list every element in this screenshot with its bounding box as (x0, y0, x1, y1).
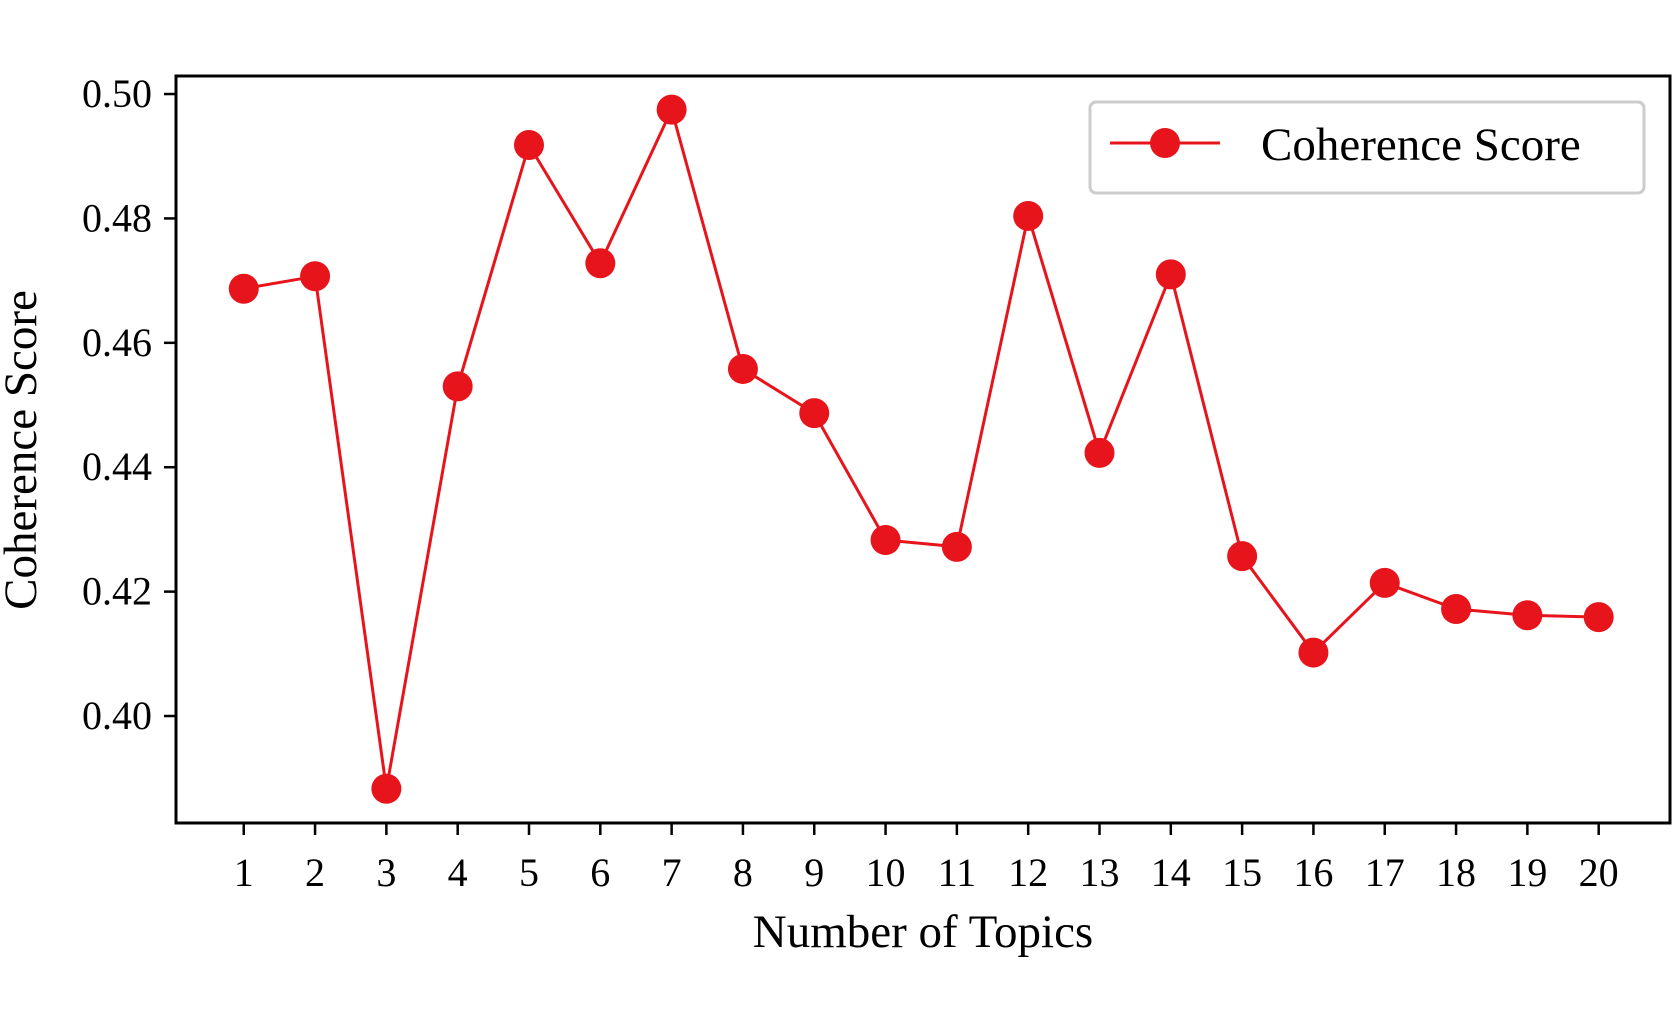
x-tick-label: 11 (938, 850, 977, 895)
data-point-marker (1369, 567, 1400, 598)
plot-area (174, 74, 1672, 825)
data-point-marker (228, 273, 259, 304)
legend-marker-swatch (1150, 128, 1180, 158)
series-layer (228, 94, 1614, 804)
y-tick-label: 0.42 (82, 569, 152, 614)
legend-box (1088, 100, 1646, 195)
y-tick-label: 0.46 (82, 320, 152, 365)
x-tick-label: 17 (1365, 850, 1405, 895)
data-point-marker (799, 398, 830, 429)
data-point-marker (727, 353, 758, 384)
x-axis-ticks: 1 2 3 4 5 6 7 8 9 10 11 12 13 14 15 16 17 18 19 20 (234, 823, 1619, 895)
data-point-marker (1155, 259, 1186, 290)
x-tick-label: 16 (1293, 850, 1333, 895)
x-tick-label: 2 (305, 850, 325, 895)
x-tick-label: 12 (1008, 850, 1048, 895)
y-tick-label: 0.44 (82, 444, 152, 489)
x-axis-label: Number of Topics (753, 906, 1093, 958)
y-tick-label: 0.50 (82, 71, 152, 116)
x-tick-label: 8 (733, 850, 753, 895)
data-point-marker (870, 524, 901, 555)
axes-frame (174, 74, 1672, 825)
y-axis-ticks: 0.40 0.42 0.44 0.46 0.48 0.50 (82, 71, 176, 738)
data-point-marker (1441, 594, 1472, 625)
x-tick-label: 7 (662, 850, 682, 895)
data-point-marker (1227, 541, 1258, 572)
data-point-marker (442, 371, 473, 402)
data-point-marker (656, 94, 687, 125)
series-line-coherence-score (243, 108, 1599, 791)
x-tick-label: 1 (234, 850, 254, 895)
x-tick-label: 9 (804, 850, 824, 895)
data-point-marker (371, 773, 402, 804)
data-point-marker (1013, 200, 1044, 231)
legend-entry-label: Coherence Score (1261, 119, 1581, 171)
y-axis-label: Coherence Score (0, 290, 47, 610)
x-tick-label: 6 (590, 850, 610, 895)
x-tick-label: 19 (1507, 850, 1547, 895)
x-tick-label: 10 (866, 850, 906, 895)
y-tick-label: 0.40 (82, 693, 152, 738)
x-tick-label: 3 (376, 850, 396, 895)
x-tick-label: 4 (448, 850, 468, 895)
data-point-marker (1583, 602, 1614, 633)
data-point-marker (1084, 437, 1115, 468)
x-tick-label: 5 (519, 850, 539, 895)
data-point-marker (300, 261, 331, 292)
data-point-marker (1298, 637, 1329, 668)
x-tick-label: 18 (1436, 850, 1476, 895)
data-point-marker (585, 248, 616, 279)
legend: Coherence Score (1088, 100, 1646, 195)
data-point-marker (513, 130, 544, 161)
y-tick-label: 0.48 (82, 195, 152, 240)
x-tick-label: 13 (1079, 850, 1119, 895)
x-tick-label: 14 (1151, 850, 1191, 895)
data-point-marker (941, 531, 972, 562)
x-tick-label: 15 (1222, 850, 1262, 895)
data-point-marker (1512, 600, 1543, 631)
x-tick-label: 20 (1579, 850, 1619, 895)
